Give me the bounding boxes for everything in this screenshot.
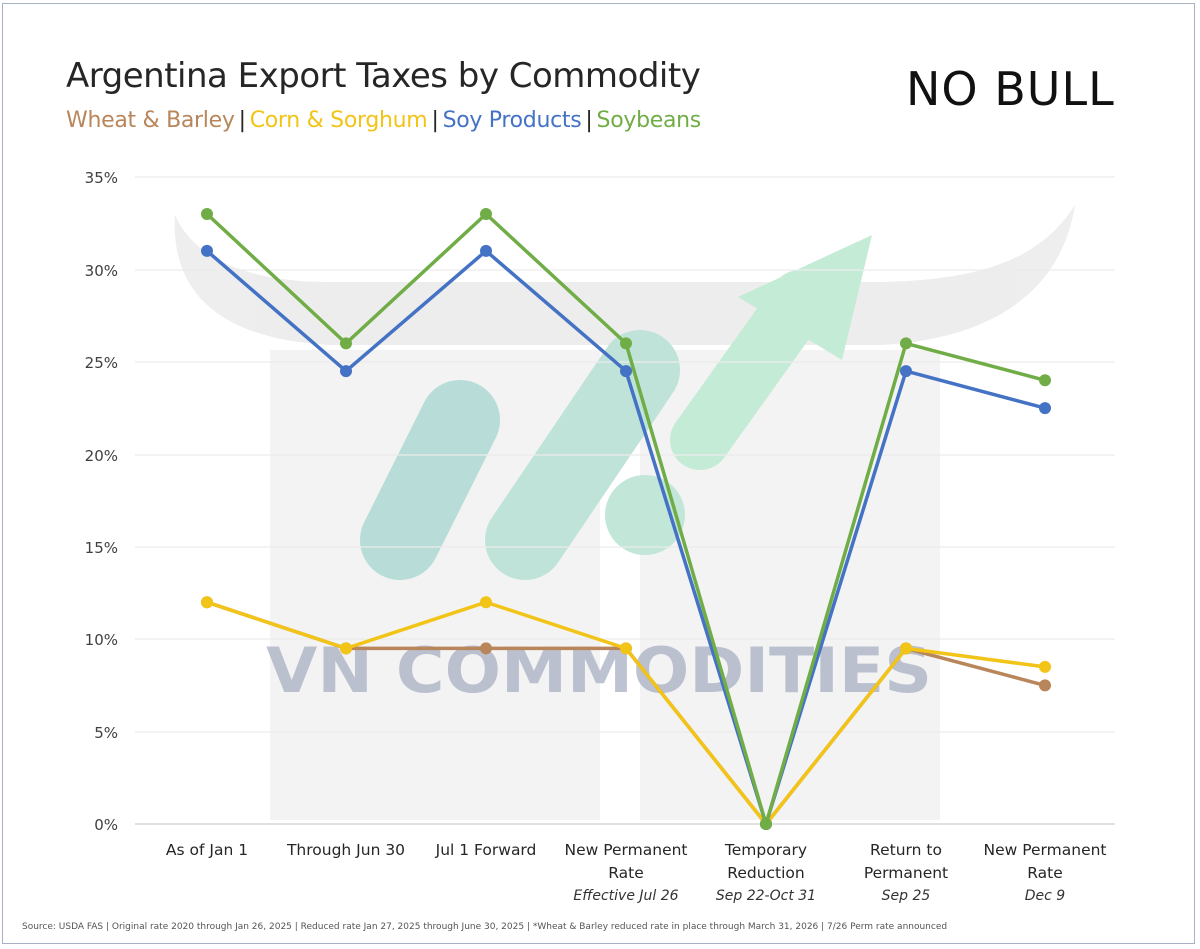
data-point: [201, 208, 213, 220]
y-tick: 35%: [85, 169, 118, 187]
data-point: [900, 337, 912, 350]
logo-text: NO BULL: [906, 62, 1115, 116]
x-label: As of Jan 1: [165, 841, 249, 859]
data-point: [900, 365, 912, 378]
legend-wheat-barley: Wheat & Barley: [66, 108, 235, 133]
legend-soy-products: Soy Products: [442, 108, 582, 133]
x-label: Jul 1 Forward: [435, 841, 537, 859]
y-tick: 25%: [85, 354, 118, 372]
legend-separator: |: [585, 108, 593, 133]
data-point: [340, 642, 352, 655]
x-label: Temporary Reduction Sep 22-Oct 31: [715, 841, 817, 904]
no-bull-logo: NO BULL: [906, 62, 1115, 116]
series-lines: [201, 208, 1051, 830]
data-point: [620, 337, 632, 350]
y-tick: 10%: [85, 631, 118, 649]
legend-corn-sorghum: Corn & Sorghum: [249, 108, 428, 133]
chart-title: Argentina Export Taxes by Commodity: [66, 56, 701, 96]
data-point: [201, 596, 213, 609]
data-point: [1039, 660, 1051, 673]
data-point: [340, 337, 352, 350]
legend-subtitle: Wheat & Barley | Corn & Sorghum | Soy Produc…: [66, 108, 701, 133]
legend-soybeans: Soybeans: [596, 108, 702, 133]
data-point: [340, 365, 352, 378]
data-point: [1039, 402, 1051, 415]
source-footnote: Source: USDA FAS | Original rate 2020 th…: [22, 922, 948, 932]
data-point: [620, 365, 632, 378]
data-point: [480, 642, 492, 655]
data-point: [201, 244, 213, 257]
x-label: Return to Permanent Sep 25: [863, 841, 949, 904]
y-tick: 5%: [94, 724, 118, 742]
y-tick: 15%: [85, 539, 118, 557]
data-point: [620, 642, 632, 655]
series-soybeans: [201, 208, 1051, 830]
gridlines: [135, 176, 1115, 733]
data-point: [480, 208, 492, 220]
data-point: [760, 818, 772, 830]
vn-commodities-watermark: VN COMMODITIES: [266, 634, 932, 707]
x-label: New Permanent Rate Dec 9: [983, 841, 1107, 904]
data-point: [900, 642, 912, 655]
y-tick: 30%: [85, 262, 118, 280]
data-point: [480, 244, 492, 257]
y-tick: 0%: [94, 816, 118, 834]
y-axis: 35% 30% 25% 20% 15% 10% 5% 0%: [85, 169, 118, 834]
data-point: [1039, 679, 1051, 692]
legend-separator: |: [431, 108, 439, 133]
legend-separator: |: [238, 108, 246, 133]
x-label: Through Jun 30: [286, 841, 406, 859]
data-point: [1039, 374, 1051, 387]
data-point: [480, 596, 492, 609]
y-tick: 20%: [85, 447, 118, 465]
x-label: New Permanent Rate Effective Jul 26: [564, 841, 688, 904]
